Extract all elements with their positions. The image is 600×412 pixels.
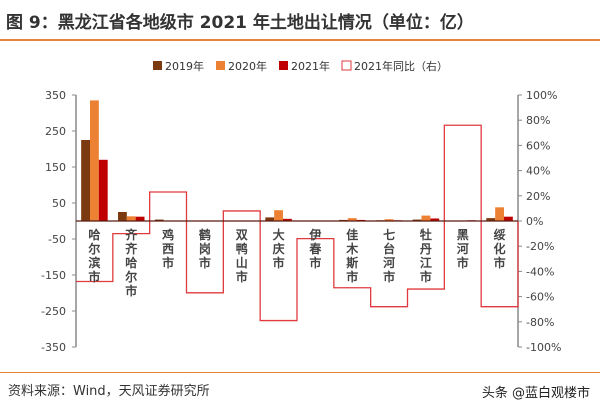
bar-2020年 [347, 218, 357, 221]
right-tick-label: 40% [526, 165, 550, 178]
legend-swatch [216, 61, 225, 70]
bar-2020年 [421, 215, 431, 221]
category-label: 双鸭山市 [236, 228, 248, 284]
left-tick-label: -250 [41, 305, 66, 318]
title-divider [0, 39, 600, 41]
bar-2019年 [265, 217, 275, 221]
bar-2019年 [412, 219, 422, 221]
right-tick-label: -60% [526, 291, 554, 304]
right-tick-label: -100% [526, 341, 561, 354]
legend-swatch [153, 61, 162, 70]
right-tick-label: -20% [526, 240, 554, 253]
category-label: 鸡西市 [161, 227, 174, 270]
category-label: 齐齐哈尔市 [125, 227, 138, 298]
right-tick-label: 60% [526, 139, 550, 152]
watermark: 头条 @蓝白观楼市 [481, 386, 590, 401]
category-label: 伊春市 [308, 227, 322, 270]
bar-2021年 [283, 218, 292, 221]
category-label: 鹤岗市 [199, 227, 211, 270]
legend-label: 2021年 [291, 59, 330, 73]
bar-2020年 [384, 219, 394, 221]
legend-label: 2020年 [228, 59, 267, 73]
bar-2020年 [89, 100, 99, 221]
bar-2019年 [81, 140, 90, 221]
bar-2021年 [504, 216, 513, 221]
legend-swatch [279, 61, 288, 70]
bar-2021年 [98, 159, 108, 221]
bar-2019年 [154, 219, 164, 221]
right-tick-label: -40% [526, 265, 554, 278]
legend-label: 2021年同比（右） [354, 59, 448, 73]
yoy-step-line [76, 124, 519, 322]
source-divider [0, 372, 600, 373]
left-tick-label: -350 [41, 341, 66, 354]
right-tick-label: 20% [526, 190, 550, 203]
bar-2020年 [126, 216, 136, 221]
right-tick-label: 80% [526, 114, 550, 127]
left-tick-label: 150 [45, 161, 66, 174]
source-note: 资料来源：Wind，天风证券研究所 [8, 384, 210, 399]
category-label: 黑河市 [456, 228, 469, 270]
category-label: 七台河市 [382, 228, 395, 284]
bar-2020年 [274, 210, 284, 221]
left-tick-label: 50 [52, 197, 66, 210]
category-label: 佳木斯市 [345, 227, 359, 284]
left-tick-label: 250 [45, 125, 66, 138]
legend-label: 2019年 [165, 59, 204, 73]
bar-2019年 [486, 218, 496, 221]
left-tick-label: -150 [41, 269, 66, 282]
right-tick-label: 0% [526, 215, 543, 228]
chart-title: 图 9：黑龙江省各地级市 2021 年土地出让情况（单位：亿） [6, 13, 474, 33]
category-label: 牡丹江市 [420, 227, 432, 284]
legend-swatch [341, 60, 352, 71]
left-tick-label: 350 [45, 89, 66, 102]
right-tick-label: -80% [526, 316, 554, 329]
category-label: 大庆市 [272, 227, 285, 270]
category-label: 绥化市 [494, 227, 506, 270]
left-tick-label: -50 [48, 233, 66, 246]
bar-2019年 [117, 212, 127, 221]
bar-2021年 [135, 216, 145, 221]
bar-2021年 [430, 218, 440, 221]
right-tick-label: 100% [526, 89, 557, 102]
bar-2020年 [495, 207, 505, 221]
category-label: 哈尔滨市 [88, 227, 100, 284]
